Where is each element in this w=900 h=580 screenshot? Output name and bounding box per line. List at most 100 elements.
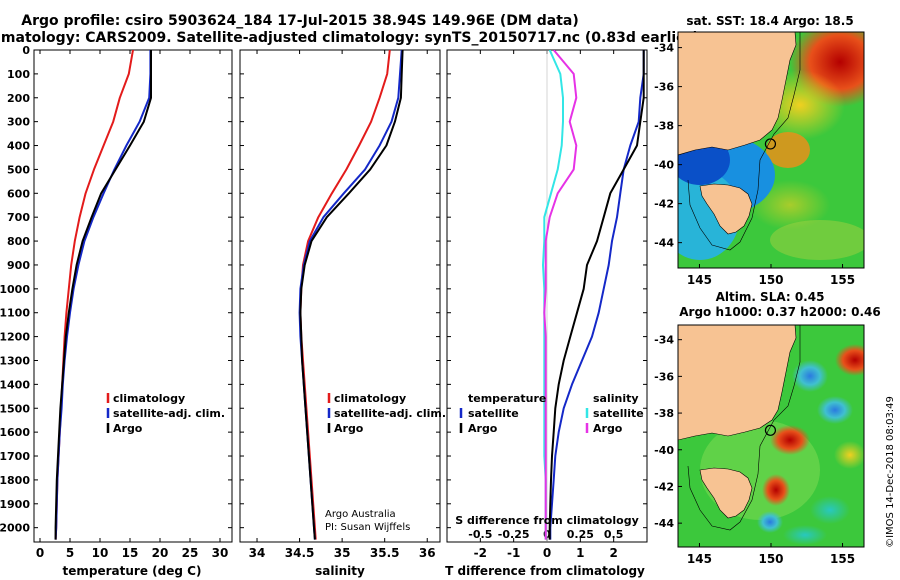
legend-label-t-satellite: satellite bbox=[468, 407, 519, 420]
top-x-tick-label: -0.5 bbox=[468, 528, 492, 541]
legend-label-climatology: climatology bbox=[113, 392, 185, 405]
temperature-xlabel: temperature (deg C) bbox=[63, 564, 202, 578]
sla-bathymetry-contour bbox=[687, 325, 801, 531]
sst-eddy bbox=[766, 132, 810, 168]
legend-label-s-argo: Argo bbox=[593, 422, 623, 435]
sla-map-title-2: Argo h1000: 0.37 h2000: 0.46 bbox=[679, 305, 880, 319]
salinity-axes: 34 34.5 35 35.5 36 bbox=[249, 50, 436, 560]
title-line-2: Climatology: CARS2009. Satellite-adjuste… bbox=[0, 30, 699, 46]
series-line-argo bbox=[299, 50, 404, 540]
salinity-xlabel: salinity bbox=[315, 564, 365, 578]
x-tick-label: 1 bbox=[576, 546, 584, 560]
depth-tick-label: 1900 bbox=[0, 498, 30, 511]
salinity-series bbox=[298, 50, 404, 540]
temperature-series bbox=[54, 50, 152, 540]
top-x-tick-label: -0.25 bbox=[498, 528, 530, 541]
map-x-tick-label: 150 bbox=[758, 552, 783, 566]
x-tick-label: 34.5 bbox=[285, 546, 315, 560]
depth-tick-label: 1700 bbox=[0, 450, 30, 463]
map-y-tick-label: -44 bbox=[654, 237, 674, 250]
sla-map bbox=[678, 325, 864, 547]
map-x-tick-label: 155 bbox=[830, 273, 855, 287]
map-y-tick-label: -36 bbox=[654, 370, 674, 383]
legend-label-satellite: satellite-adj. clim. bbox=[113, 407, 225, 420]
depth-tick-label: 900 bbox=[7, 259, 30, 272]
legend-title-temperature: temperature bbox=[468, 392, 546, 405]
temperature-axes: 0 5 10 15 20 25 30 bbox=[36, 50, 228, 560]
temperature-legend: climatology satellite-adj. clim. Argo bbox=[106, 392, 225, 435]
sst-map bbox=[678, 32, 864, 268]
map-y-tick-label: -38 bbox=[654, 120, 674, 133]
sla-low-1 bbox=[792, 360, 828, 392]
x-tick-label: 35.5 bbox=[370, 546, 400, 560]
sst-map-axes: 145 150 155 -34 -36 -38 -40 -42 -44 bbox=[654, 42, 855, 287]
mainland-australia-2 bbox=[678, 325, 797, 441]
depth-tick-label: 600 bbox=[7, 187, 30, 200]
tasmania bbox=[699, 183, 753, 235]
salinity-panel-frame bbox=[239, 49, 441, 543]
map-y-tick-label: -38 bbox=[654, 407, 674, 420]
map-y-tick-label: -42 bbox=[654, 480, 674, 493]
depth-tick-label: 1100 bbox=[0, 307, 30, 320]
x-tick-label: -1 bbox=[507, 546, 520, 560]
sla-low-2 bbox=[817, 396, 853, 424]
x-tick-label: 2 bbox=[609, 546, 617, 560]
difference-xlabel: T difference from climatology bbox=[445, 564, 645, 578]
sla-argo-float-marker bbox=[764, 424, 777, 436]
x-tick-label: 35 bbox=[334, 546, 351, 560]
temperature-panel-frame bbox=[33, 49, 233, 543]
legend-label-satellite: satellite-adj. clim. bbox=[334, 407, 446, 420]
depth-tick-label: 400 bbox=[7, 140, 30, 153]
difference-top-xlabel: S difference from climatology bbox=[455, 514, 639, 527]
depth-tick-label: 1300 bbox=[0, 354, 30, 367]
sla-low-5 bbox=[783, 525, 827, 545]
title-line-1: Argo profile: csiro 5903624_184 17-Jul-2… bbox=[21, 13, 579, 29]
sla-high-2 bbox=[770, 425, 810, 455]
x-tick-label: 34 bbox=[249, 546, 266, 560]
sla-low-4 bbox=[810, 496, 850, 524]
sla-high-3 bbox=[762, 474, 790, 506]
series-line-argo bbox=[54, 50, 152, 540]
x-tick-label: 0 bbox=[543, 546, 551, 560]
x-tick-label: 5 bbox=[66, 546, 74, 560]
map-x-tick-label: 155 bbox=[830, 552, 855, 566]
depth-tick-label: 1600 bbox=[0, 426, 30, 439]
depth-tick-label: 1200 bbox=[0, 331, 30, 344]
map-x-tick-label: 145 bbox=[687, 273, 712, 287]
difference-legend: temperature satellite Argo salinity sate… bbox=[459, 392, 644, 435]
tasmania-2 bbox=[699, 467, 753, 519]
credit-line-1: Argo Australia bbox=[325, 509, 396, 520]
depth-tick-label: 2000 bbox=[0, 522, 30, 535]
salinity-legend: climatology satellite-adj. clim. Argo Ar… bbox=[325, 392, 446, 533]
map-x-tick-label: 145 bbox=[687, 552, 712, 566]
x-tick-label: -2 bbox=[474, 546, 487, 560]
x-tick-label: 25 bbox=[182, 546, 199, 560]
sst-warm-patch bbox=[750, 180, 830, 230]
imos-footer: ©IMOS 14-Dec-2018 08:03:49 bbox=[885, 396, 896, 548]
legend-label-climatology: climatology bbox=[334, 392, 406, 405]
sla-map-axes: 145 150 155 -34 -36 -38 -40 -42 -44 bbox=[654, 334, 855, 566]
difference-series bbox=[542, 50, 645, 540]
depth-tick-label: 100 bbox=[7, 68, 30, 81]
credit-line-2: PI: Susan Wijffels bbox=[325, 522, 410, 533]
top-x-tick-label: 0.25 bbox=[567, 528, 594, 541]
legend-label-s-satellite: satellite bbox=[593, 407, 644, 420]
depth-tick-label: 800 bbox=[7, 235, 30, 248]
depth-tick-label: 1000 bbox=[0, 283, 30, 296]
depth-tick-label: 700 bbox=[7, 211, 30, 224]
sst-mid-band bbox=[770, 220, 864, 260]
map-y-tick-label: -40 bbox=[654, 444, 674, 457]
series-line-t-satellite bbox=[549, 50, 645, 540]
depth-axis: 0 100 200 300 400 500 600 700 800 900 1000 1100 1200… bbox=[0, 44, 647, 535]
map-y-tick-label: -44 bbox=[654, 517, 674, 530]
depth-tick-label: 200 bbox=[7, 92, 30, 105]
sla-high-1 bbox=[835, 344, 864, 376]
x-tick-label: 36 bbox=[419, 546, 436, 560]
x-tick-label: 0 bbox=[36, 546, 44, 560]
depth-tick-label: 500 bbox=[7, 163, 30, 176]
sla-mid-1 bbox=[834, 441, 864, 469]
map-y-tick-label: -40 bbox=[654, 159, 674, 172]
map-y-tick-label: -36 bbox=[654, 81, 674, 94]
series-line-s-argo bbox=[543, 50, 578, 540]
